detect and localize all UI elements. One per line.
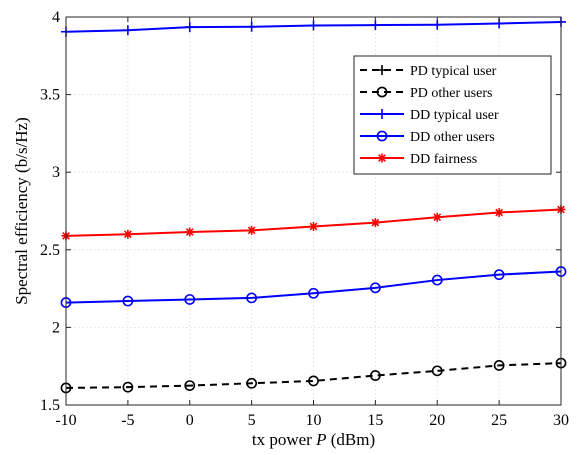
data-point-dd-typical-user — [246, 21, 257, 32]
x-tick-label: 25 — [491, 412, 507, 429]
series-line-pd-other-users — [65, 362, 562, 389]
legend-marker — [377, 109, 387, 119]
series-dd-other-users — [60, 266, 567, 308]
data-point-dd-fairness — [432, 212, 442, 222]
data-point-dd-typical-user — [184, 22, 195, 33]
x-tick-label: 10 — [306, 412, 322, 429]
data-point-pd-other-users — [184, 380, 196, 391]
legend-item-dd-other-users: DD other users — [360, 130, 495, 145]
x-tick-label: -5 — [121, 412, 134, 429]
legend-label: PD typical user — [410, 64, 497, 79]
y-tick-label: 1.5 — [40, 397, 60, 414]
data-point-pd-other-users — [308, 375, 319, 387]
series-layer — [60, 16, 567, 394]
data-point-dd-other-users — [308, 287, 319, 299]
legend-label: DD other users — [410, 130, 495, 145]
y-tick-label: 4 — [52, 9, 60, 26]
y-tick-label: 2.5 — [40, 242, 60, 259]
series-pd-other-users — [60, 357, 567, 394]
y-tick-label: 3 — [52, 164, 60, 181]
data-point-pd-other-users — [122, 381, 134, 393]
y-tick-label: 3.5 — [40, 87, 60, 104]
data-point-dd-fairness — [494, 208, 504, 218]
data-point-dd-other-users — [493, 269, 505, 281]
data-point-dd-other-users — [246, 292, 258, 304]
legend-marker — [376, 130, 388, 142]
legend-marker — [377, 153, 387, 163]
data-point-dd-fairness — [309, 222, 318, 232]
data-point-dd-fairness — [185, 227, 195, 237]
data-point-dd-other-users — [369, 282, 381, 294]
x-axis-label-variable: P — [315, 430, 326, 449]
legend-label: DD typical user — [410, 108, 499, 123]
x-axis-label-suffix: (dBm) — [326, 430, 375, 449]
data-point-pd-other-users — [493, 360, 505, 371]
y-axis-label: Spectral efficiency (b/s/Hz) — [12, 117, 31, 305]
x-tick-label: 5 — [248, 412, 256, 429]
axis-ticks — [65, 16, 562, 406]
data-point-dd-other-users — [122, 295, 134, 307]
legend-item-pd-other-users: PD other users — [360, 86, 492, 101]
data-point-dd-fairness — [247, 225, 257, 235]
x-tick-label: 15 — [367, 412, 383, 429]
series-dd-typical-user — [61, 16, 566, 37]
tick-labels: -10 -5 0 5 10 15 20 25 30 1.5 2 2.5 3 3.5 4 — [40, 9, 569, 429]
data-point-pd-other-users — [369, 370, 381, 381]
legend-item-dd-typical-user: DD typical user — [360, 108, 499, 123]
legend-item-pd-typical-user: PD typical user — [360, 64, 497, 79]
data-point-dd-other-users — [184, 294, 196, 305]
legend-marker — [377, 65, 387, 75]
data-point-pd-other-users — [246, 377, 258, 389]
y-tick-label: 2 — [52, 319, 60, 336]
data-point-dd-fairness — [370, 218, 380, 228]
x-axis-label-prefix: tx power — [252, 430, 316, 449]
x-axis-label: tx power P (dBm) — [252, 430, 375, 449]
x-tick-label: -10 — [55, 412, 76, 429]
legend-label: PD other users — [410, 86, 492, 101]
x-tick-label: 30 — [553, 412, 569, 429]
data-point-dd-typical-user — [122, 25, 133, 36]
data-point-dd-fairness — [123, 229, 133, 239]
x-tick-label: 0 — [186, 412, 194, 429]
legend-item-dd-fairness: DD fairness — [360, 152, 477, 167]
series-line-dd-other-users — [65, 270, 562, 304]
data-point-dd-other-users — [431, 274, 443, 286]
data-point-dd-typical-user — [308, 20, 319, 31]
legend-label: DD fairness — [410, 152, 477, 167]
legend-marker — [376, 86, 388, 98]
legend: PD typical user PD other users DD typical … — [353, 55, 552, 175]
data-point-pd-other-users — [431, 365, 443, 377]
x-tick-label: 20 — [429, 412, 445, 429]
